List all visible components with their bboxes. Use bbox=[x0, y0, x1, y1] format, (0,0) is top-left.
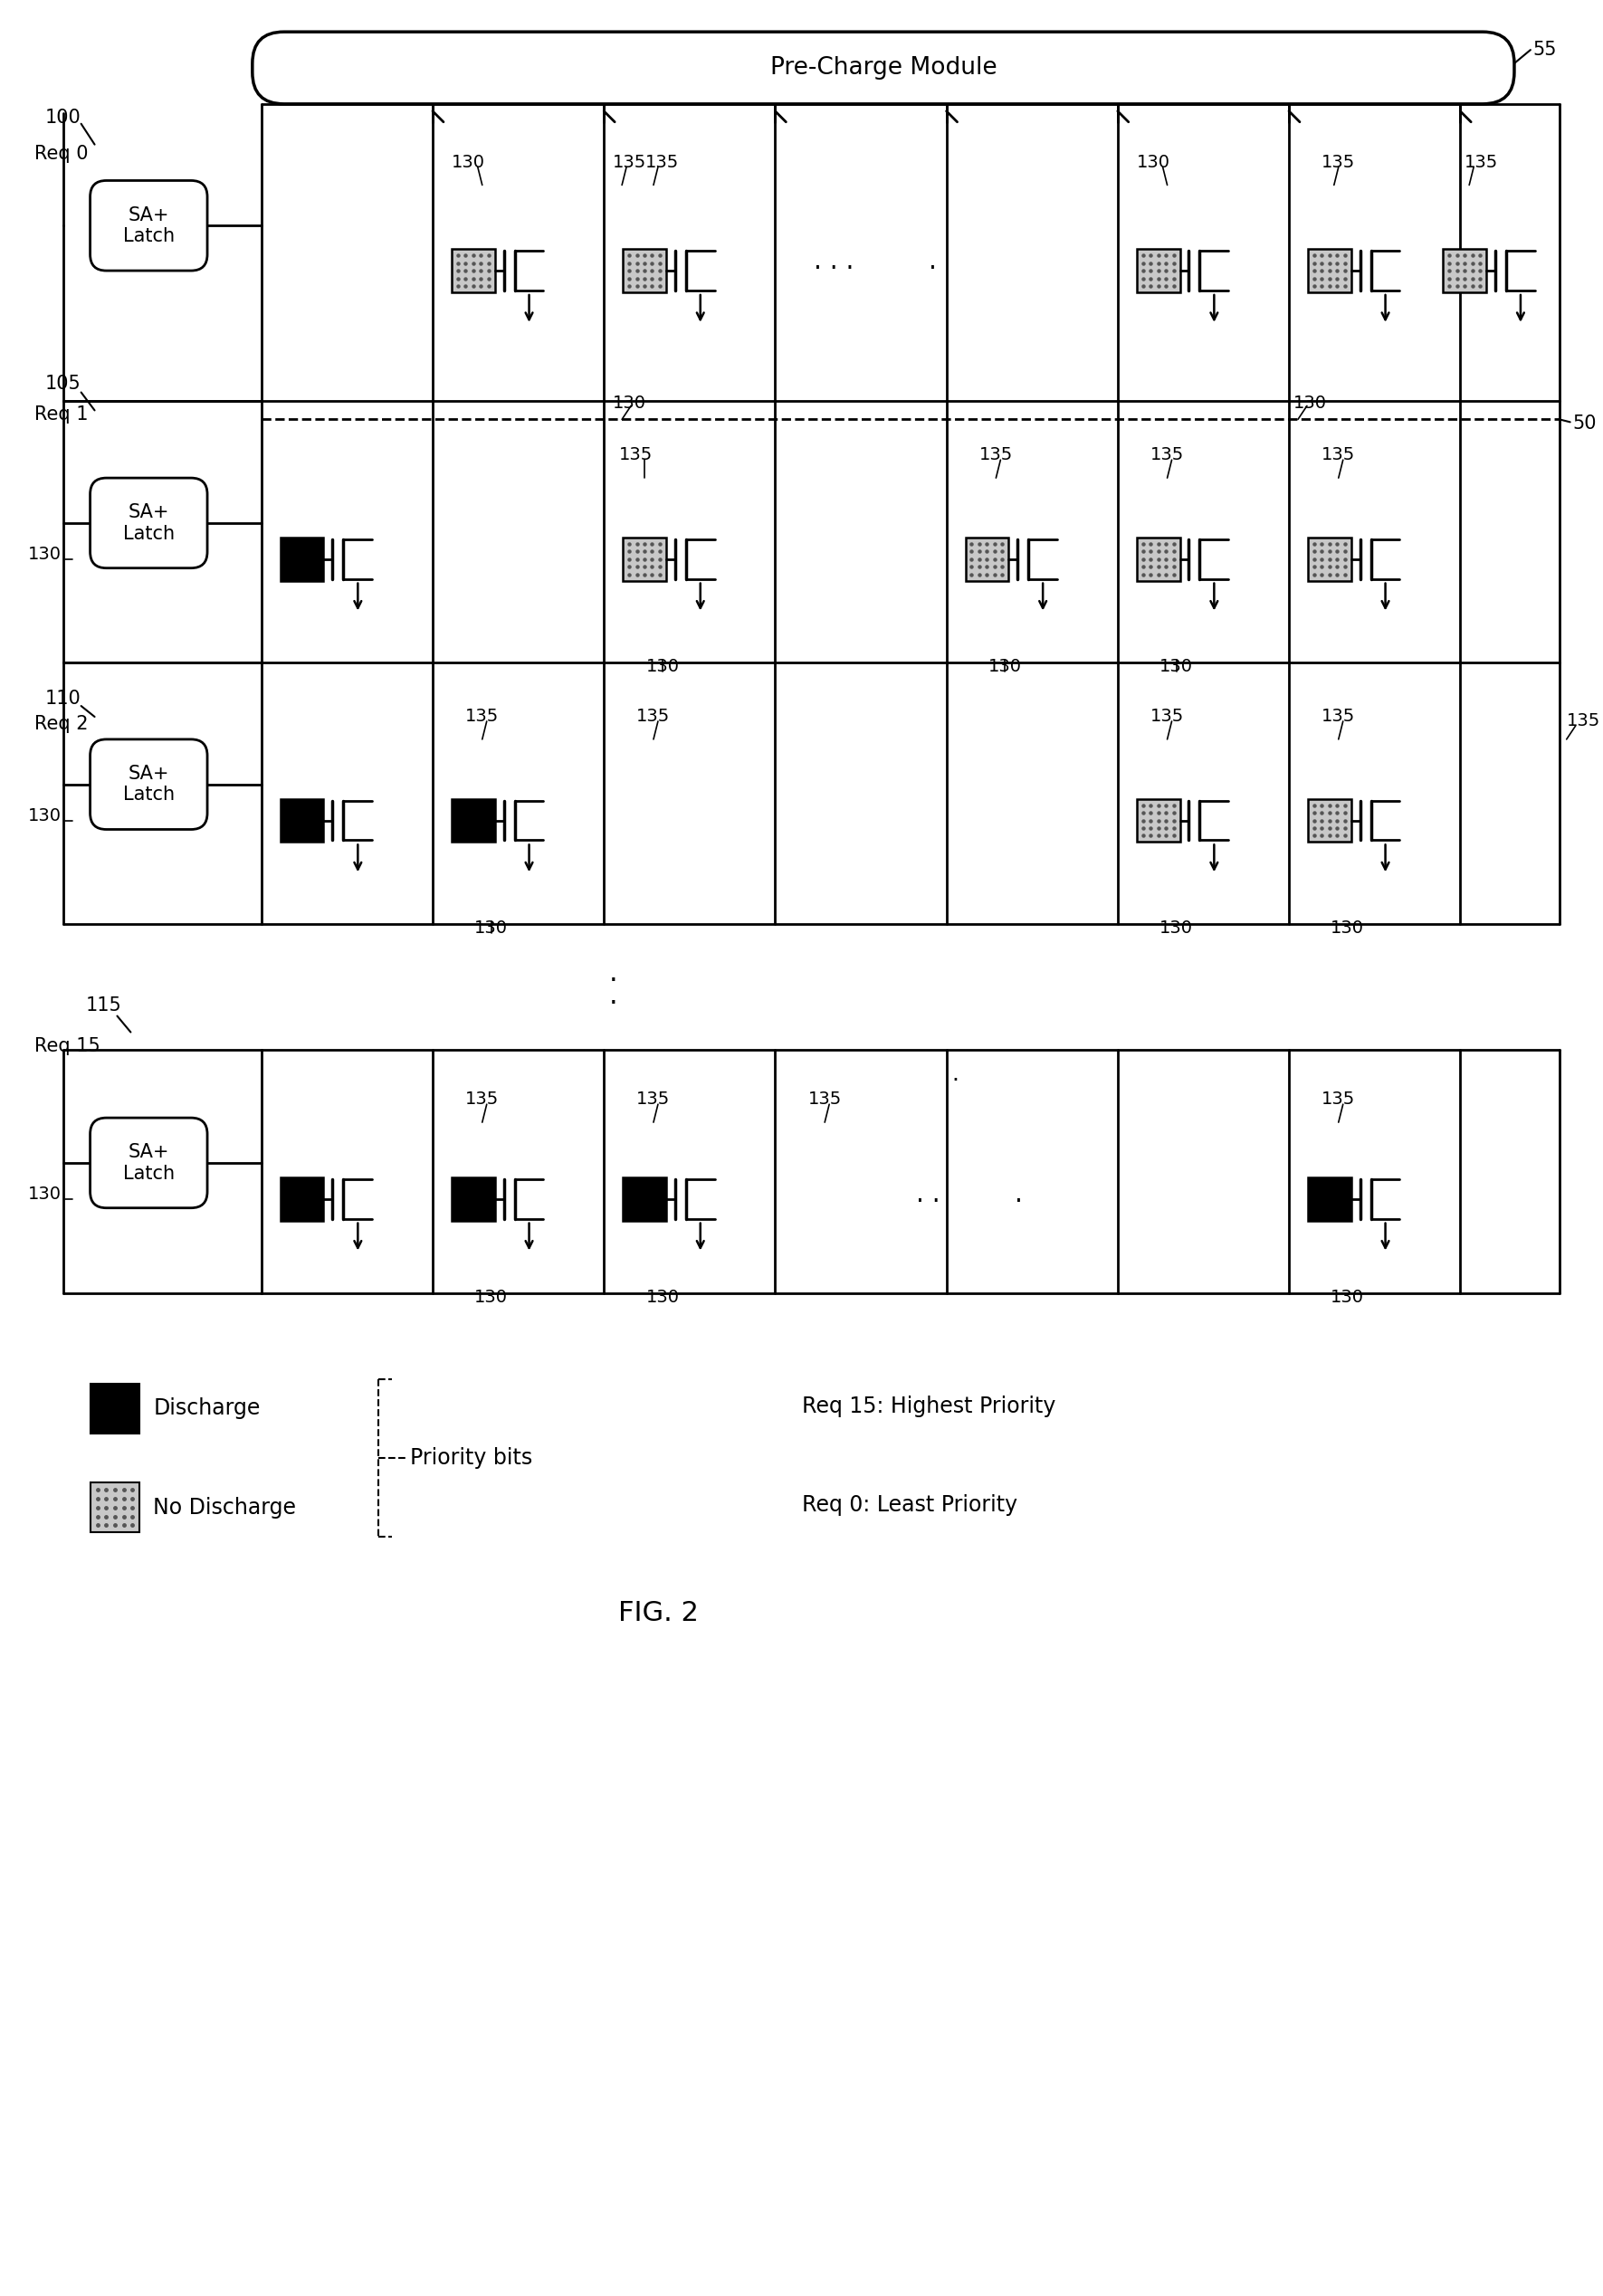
Text: 130: 130 bbox=[1330, 918, 1364, 937]
Bar bbox=[1308, 1178, 1351, 1221]
Text: Req 0: Least Priority: Req 0: Least Priority bbox=[802, 1495, 1018, 1515]
Text: Req 2: Req 2 bbox=[34, 714, 88, 732]
Bar bbox=[624, 248, 667, 292]
Bar bbox=[965, 537, 1008, 581]
Bar bbox=[281, 537, 324, 581]
Text: Discharge: Discharge bbox=[154, 1398, 260, 1419]
Text: 135: 135 bbox=[808, 1091, 842, 1109]
Text: . . .: . . . bbox=[814, 248, 854, 273]
FancyBboxPatch shape bbox=[90, 478, 207, 567]
Text: SA+
Latch: SA+ Latch bbox=[123, 207, 175, 246]
Text: 135: 135 bbox=[465, 1091, 499, 1109]
Text: .: . bbox=[609, 960, 617, 987]
Text: 135: 135 bbox=[1465, 154, 1499, 170]
Text: Req 15: Req 15 bbox=[34, 1038, 99, 1054]
Text: 115: 115 bbox=[85, 996, 122, 1015]
Text: SA+
Latch: SA+ Latch bbox=[123, 765, 175, 804]
Bar bbox=[1137, 799, 1180, 843]
Text: 130: 130 bbox=[1137, 154, 1170, 170]
Text: 110: 110 bbox=[45, 689, 82, 707]
Text: 130: 130 bbox=[27, 808, 61, 824]
Text: 130: 130 bbox=[646, 659, 680, 675]
Text: .: . bbox=[609, 983, 617, 1008]
Bar bbox=[1308, 248, 1351, 292]
Bar bbox=[1308, 537, 1351, 581]
Bar bbox=[624, 1178, 667, 1221]
Text: 135: 135 bbox=[636, 1091, 670, 1109]
Bar bbox=[1137, 248, 1180, 292]
Bar bbox=[624, 537, 667, 581]
Text: 135: 135 bbox=[1151, 707, 1185, 726]
FancyBboxPatch shape bbox=[90, 739, 207, 829]
Text: 130: 130 bbox=[1330, 1288, 1364, 1306]
Text: 135: 135 bbox=[636, 707, 670, 726]
Text: 135: 135 bbox=[1321, 1091, 1356, 1109]
Text: Req 1: Req 1 bbox=[34, 406, 88, 425]
Text: 105: 105 bbox=[45, 374, 82, 393]
FancyBboxPatch shape bbox=[90, 181, 207, 271]
Bar bbox=[452, 1178, 495, 1221]
Text: SA+
Latch: SA+ Latch bbox=[123, 1143, 175, 1182]
Text: 130: 130 bbox=[646, 1288, 680, 1306]
Text: 130: 130 bbox=[1159, 659, 1193, 675]
Text: 130: 130 bbox=[27, 1185, 61, 1203]
Text: 135: 135 bbox=[979, 445, 1013, 464]
Bar bbox=[452, 799, 495, 843]
Text: 135: 135 bbox=[619, 445, 652, 464]
Text: 130: 130 bbox=[27, 546, 61, 563]
Text: .: . bbox=[1015, 1182, 1023, 1208]
FancyBboxPatch shape bbox=[90, 1118, 207, 1208]
Text: Priority bits: Priority bits bbox=[410, 1446, 532, 1469]
Text: Req 15: Highest Priority: Req 15: Highest Priority bbox=[802, 1396, 1056, 1417]
Text: 135: 135 bbox=[646, 154, 680, 170]
Text: 130: 130 bbox=[1159, 918, 1193, 937]
Text: 130: 130 bbox=[474, 918, 508, 937]
Text: 135: 135 bbox=[1566, 712, 1600, 730]
Text: No Discharge: No Discharge bbox=[154, 1497, 297, 1518]
Text: 135: 135 bbox=[1321, 154, 1356, 170]
Text: 130: 130 bbox=[612, 395, 646, 411]
Text: 50: 50 bbox=[1573, 416, 1597, 434]
Text: 55: 55 bbox=[1532, 41, 1557, 60]
Bar bbox=[452, 248, 495, 292]
Text: .: . bbox=[928, 248, 936, 273]
Bar bbox=[281, 1178, 324, 1221]
Bar bbox=[90, 1483, 139, 1531]
Bar bbox=[1308, 799, 1351, 843]
FancyBboxPatch shape bbox=[252, 32, 1515, 103]
Bar bbox=[90, 1384, 139, 1433]
Text: 130: 130 bbox=[989, 659, 1021, 675]
Text: Req 0: Req 0 bbox=[34, 145, 88, 163]
Bar bbox=[1137, 537, 1180, 581]
Text: 135: 135 bbox=[465, 707, 499, 726]
Text: 130: 130 bbox=[452, 154, 486, 170]
Text: 135: 135 bbox=[1321, 707, 1356, 726]
Text: FIG. 2: FIG. 2 bbox=[617, 1600, 699, 1626]
Text: SA+
Latch: SA+ Latch bbox=[123, 503, 175, 542]
Text: Pre-Charge Module: Pre-Charge Module bbox=[769, 55, 997, 80]
Text: .: . bbox=[952, 1063, 959, 1086]
Text: 100: 100 bbox=[45, 108, 82, 126]
Text: 135: 135 bbox=[1321, 445, 1356, 464]
Text: 135: 135 bbox=[1151, 445, 1185, 464]
Text: 135: 135 bbox=[612, 154, 646, 170]
Text: 130: 130 bbox=[1294, 395, 1327, 411]
Text: . .: . . bbox=[917, 1182, 941, 1208]
Bar bbox=[1443, 248, 1486, 292]
Bar bbox=[281, 799, 324, 843]
Text: 130: 130 bbox=[474, 1288, 508, 1306]
